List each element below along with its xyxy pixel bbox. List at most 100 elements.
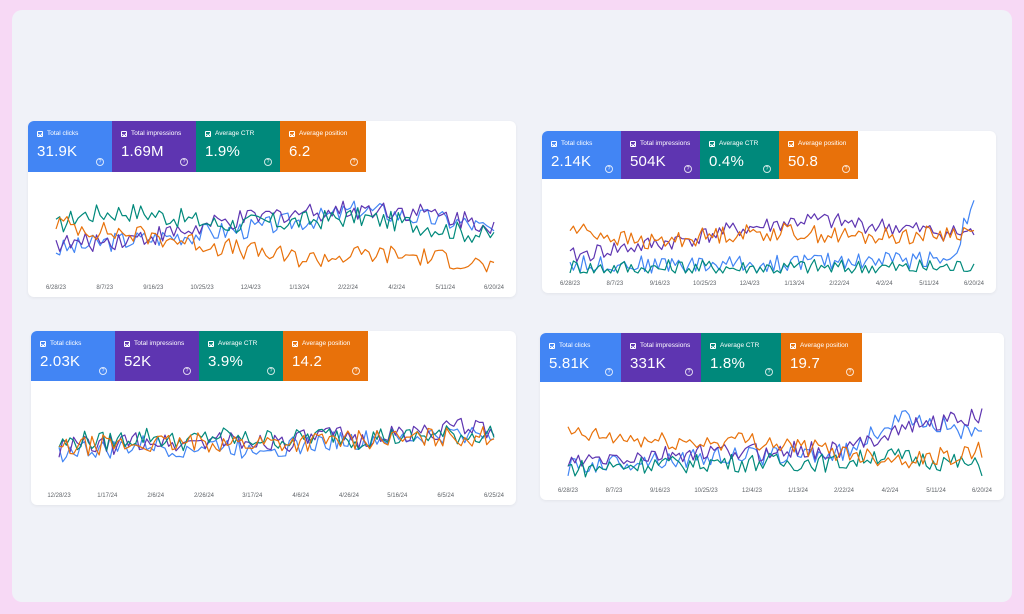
checkbox-icon	[208, 341, 214, 347]
checkbox-icon	[40, 341, 46, 347]
tile-average-position[interactable]: Average position 6.2 ?	[280, 121, 366, 172]
performance-card-1: Total clicks 31.9K ? Total impressions 1…	[28, 121, 516, 297]
x-tick-label: 2/26/24	[194, 493, 215, 499]
help-icon[interactable]: ?	[183, 367, 191, 375]
x-tick-label: 4/2/24	[882, 488, 899, 494]
tile-label: Total impressions	[640, 140, 691, 147]
x-tick-label: 12/4/23	[241, 285, 262, 291]
line-chart: 12/28/23 1/17/24 2/6/24 2/26/24 3/17/24 4/6/2…	[47, 417, 505, 499]
tile-label: Total impressions	[640, 342, 691, 349]
checkbox-icon	[709, 141, 715, 147]
x-tick-label: 2/22/24	[834, 488, 855, 494]
tile-value: 6.2	[289, 143, 311, 160]
x-tick-label: 5/16/24	[387, 493, 408, 499]
x-tick-label: 8/7/23	[96, 285, 113, 291]
help-icon[interactable]: ?	[99, 367, 107, 375]
series-line-average-ctr	[55, 204, 495, 243]
x-tick-label: 1/13/24	[788, 488, 809, 494]
tile-total-clicks[interactable]: Total clicks 5.81K ?	[540, 333, 621, 382]
tile-average-ctr[interactable]: Average CTR 0.4% ?	[700, 131, 779, 179]
tile-value: 0.4%	[709, 153, 744, 170]
dashboard-background	[12, 10, 1012, 602]
tile-label: Total clicks	[561, 140, 593, 147]
x-tick-label: 8/7/23	[606, 488, 623, 494]
tile-value: 1.69M	[121, 143, 164, 160]
tile-average-ctr[interactable]: Average CTR 3.9% ?	[199, 331, 283, 381]
x-tick-label: 6/28/23	[560, 281, 581, 287]
line-chart: 6/28/23 8/7/23 9/16/23 10/25/23 12/4/23 1/13/…	[46, 200, 505, 291]
checkbox-icon	[710, 343, 716, 349]
x-tick-label: 6/20/24	[972, 488, 993, 494]
tile-total-clicks[interactable]: Total clicks 2.14K ?	[542, 131, 621, 179]
series-line-average-position	[58, 426, 495, 456]
performance-card-3: Total clicks 2.03K ? Total impressions 5…	[31, 331, 516, 505]
x-tick-label: 3/17/24	[242, 493, 263, 499]
tile-total-impressions[interactable]: Total impressions 331K ?	[621, 333, 701, 382]
checkbox-icon	[289, 131, 295, 137]
checkbox-icon	[549, 343, 555, 349]
help-icon[interactable]: ?	[842, 165, 850, 173]
tile-value: 331K	[630, 355, 666, 372]
help-icon[interactable]: ?	[352, 367, 360, 375]
metric-tiles: Total clicks 2.14K ? Total impressions 5…	[542, 131, 858, 179]
x-tick-label: 9/16/23	[650, 488, 671, 494]
tile-total-impressions[interactable]: Total impressions 504K ?	[621, 131, 700, 179]
x-tick-label: 10/25/23	[693, 281, 717, 287]
tile-value: 14.2	[292, 353, 322, 370]
tile-total-clicks[interactable]: Total clicks 2.03K ?	[31, 331, 115, 381]
x-tick-label: 6/25/24	[484, 493, 505, 499]
tile-label: Average position	[302, 340, 351, 347]
tile-total-impressions[interactable]: Total impressions 52K ?	[115, 331, 199, 381]
metric-tiles: Total clicks 31.9K ? Total impressions 1…	[28, 121, 366, 172]
tile-label: Average CTR	[218, 340, 258, 347]
x-tick-label: 4/26/24	[339, 493, 360, 499]
tile-average-position[interactable]: Average position 19.7 ?	[781, 333, 862, 382]
x-tick-label: 12/28/23	[47, 493, 71, 499]
series-line-average-ctr	[569, 258, 975, 274]
series-line-average-position	[569, 222, 975, 250]
x-tick-label: 8/7/23	[607, 281, 624, 287]
help-icon[interactable]: ?	[605, 165, 613, 173]
help-icon[interactable]: ?	[264, 158, 272, 166]
line-chart: 6/28/23 8/7/23 9/16/23 10/25/23 12/4/23 1/13/…	[560, 200, 985, 287]
tile-label: Total clicks	[47, 130, 79, 137]
tile-value: 2.03K	[40, 353, 81, 370]
help-icon[interactable]: ?	[846, 368, 854, 376]
help-icon[interactable]: ?	[763, 165, 771, 173]
x-tick-label: 1/13/24	[784, 281, 805, 287]
x-tick-label: 5/11/24	[926, 488, 946, 494]
metric-tiles: Total clicks 2.03K ? Total impressions 5…	[31, 331, 368, 381]
tile-value: 50.8	[788, 153, 818, 170]
tile-total-impressions[interactable]: Total impressions 1.69M ?	[112, 121, 196, 172]
tile-average-position[interactable]: Average position 14.2 ?	[283, 331, 368, 381]
help-icon[interactable]: ?	[685, 368, 693, 376]
tile-value: 31.9K	[37, 143, 78, 160]
x-tick-label: 12/4/23	[740, 281, 761, 287]
x-tick-label: 9/16/23	[650, 281, 671, 287]
tile-average-position[interactable]: Average position 50.8 ?	[779, 131, 858, 179]
tile-total-clicks[interactable]: Total clicks 31.9K ?	[28, 121, 112, 172]
checkbox-icon	[630, 141, 636, 147]
help-icon[interactable]: ?	[765, 368, 773, 376]
help-icon[interactable]: ?	[267, 367, 275, 375]
tile-average-ctr[interactable]: Average CTR 1.8% ?	[701, 333, 781, 382]
x-tick-label: 4/2/24	[388, 285, 405, 291]
x-tick-label: 12/4/23	[742, 488, 763, 494]
series-line-average-position	[55, 216, 495, 273]
help-icon[interactable]: ?	[180, 158, 188, 166]
checkbox-icon	[121, 131, 127, 137]
series-line-total-clicks	[58, 426, 495, 463]
x-tick-label: 10/25/23	[190, 285, 214, 291]
help-icon[interactable]: ?	[350, 158, 358, 166]
help-icon[interactable]: ?	[96, 158, 104, 166]
x-tick-label: 5/11/24	[436, 285, 456, 291]
x-tick-label: 2/6/24	[147, 493, 164, 499]
tile-average-ctr[interactable]: Average CTR 1.9% ?	[196, 121, 280, 172]
help-icon[interactable]: ?	[684, 165, 692, 173]
x-tick-label: 9/16/23	[143, 285, 164, 291]
help-icon[interactable]: ?	[605, 368, 613, 376]
x-tick-label: 6/28/23	[558, 488, 579, 494]
checkbox-icon	[124, 341, 130, 347]
series-line-total-clicks	[569, 200, 975, 274]
tile-value: 1.9%	[205, 143, 240, 160]
